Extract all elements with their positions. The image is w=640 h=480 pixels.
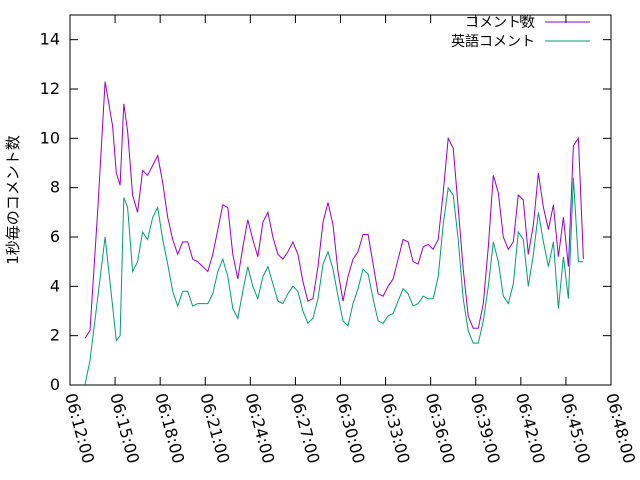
- y-tick-label: 4: [50, 276, 60, 295]
- x-tick-label: 06:18:00: [151, 391, 188, 465]
- y-axis-title: 1秒毎のコメント数: [4, 135, 22, 265]
- x-tick-label: 06:45:00: [557, 391, 594, 465]
- x-tick-label: 06:33:00: [377, 391, 414, 465]
- x-tick-label: 06:27:00: [287, 391, 324, 465]
- plot-frame: [69, 14, 612, 386]
- x-tick-label: 06:21:00: [196, 391, 233, 465]
- y-axis: 0 2 4 6 8 10 12 14: [40, 30, 611, 394]
- y-tick-label: 0: [50, 375, 60, 394]
- y-tick-label: 8: [50, 178, 60, 197]
- x-tick-label: 06:12:00: [61, 391, 98, 465]
- series-line-0: [84, 81, 584, 339]
- x-tick-label: 06:42:00: [512, 391, 549, 465]
- legend: コメント数 英語コメント: [451, 15, 590, 50]
- x-tick-label: 06:30:00: [332, 391, 369, 465]
- y-tick-label: 12: [40, 79, 60, 98]
- x-tick-label: 06:36:00: [422, 391, 459, 465]
- legend-label-1: 英語コメント: [451, 33, 535, 50]
- legend-label-0: コメント数: [465, 15, 535, 31]
- series-line-1: [84, 177, 584, 386]
- y-tick-label: 2: [50, 326, 60, 345]
- x-tick-label: 06:15:00: [106, 391, 143, 465]
- y-tick-label: 6: [50, 227, 60, 246]
- y-tick-label: 10: [40, 128, 60, 147]
- x-tick-label: 06:48:00: [602, 391, 639, 465]
- series-layer: [84, 81, 584, 386]
- x-tick-label: 06:24:00: [241, 391, 278, 465]
- x-tick-label: 06:39:00: [467, 391, 504, 465]
- y-tick-label: 14: [40, 30, 60, 49]
